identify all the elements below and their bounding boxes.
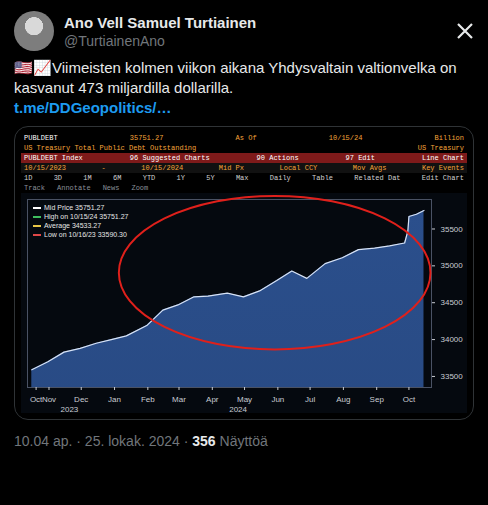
html-text:Billion: Billion xyxy=(434,134,464,142)
html-text:Ano Vell Samuel Turtiainen: Ano Vell Samuel Turtiainen xyxy=(64,13,257,31)
html-text:YTD: YTD xyxy=(142,174,156,182)
html-text:10/15/24: 10/15/24 xyxy=(328,134,363,142)
html-text:5Y: 5Y xyxy=(206,174,215,182)
html-text:🇺🇸📈Viimeisten kolmen viikon ai: 🇺🇸📈Viimeisten kolmen viikon aikana Yhdys… xyxy=(14,59,457,96)
html-text:Key Events: Key Events xyxy=(422,164,464,172)
svg-text:Nov: Nov xyxy=(42,395,56,404)
html-text:1M: 1M xyxy=(83,174,92,182)
html-text:1Y: 1Y xyxy=(176,174,185,182)
svg-text:Oct: Oct xyxy=(29,395,43,405)
svg-text:34000: 34000 xyxy=(441,335,464,344)
html-text:US Treasury Total Public Debt: US Treasury Total Public Debt Outstandin… xyxy=(24,144,197,152)
svg-text:Jun: Jun xyxy=(271,395,284,404)
svg-text:Jan: Jan xyxy=(108,395,121,404)
html-text:As Of: As Of xyxy=(235,134,257,142)
svg-text:Aug: Aug xyxy=(336,395,350,404)
html-text:Line Chart: Line Chart xyxy=(421,154,464,162)
svg-text:Feb: Feb xyxy=(141,395,155,404)
html-text:Table: Table xyxy=(312,174,334,182)
svg-text:Mar: Mar xyxy=(172,395,186,404)
html-text:t.me/DDGeopolitics/…: t.me/DDGeopolitics/… xyxy=(14,99,172,116)
html-text:10.04 ap. · 25. lokak. 2024 ·: 10.04 ap. · 25. lokak. 2024 · 356 Näyttö… xyxy=(14,433,268,449)
html-text:96 Suggested Charts: 96 Suggested Charts xyxy=(129,154,210,162)
html-text:PUBLDEBT Index: PUBLDEBT Index xyxy=(24,154,83,162)
svg-text:2023: 2023 xyxy=(61,405,79,413)
svg-text:Oct: Oct xyxy=(403,395,416,404)
html-text:Low on 10/16/23 33590.30: Low on 10/16/23 33590.30 xyxy=(44,231,127,238)
html-text:Mov Avgs: Mov Avgs xyxy=(352,164,387,172)
html-text:@TurtiainenAno: @TurtiainenAno xyxy=(64,32,165,49)
svg-text:Dec: Dec xyxy=(74,395,88,404)
html-text:6M: 6M xyxy=(113,174,122,182)
svg-text:Apr: Apr xyxy=(206,395,219,404)
html-text:Mid Px: Mid Px xyxy=(218,164,244,172)
svg-text:33500: 33500 xyxy=(441,372,464,381)
svg-text:Jul: Jul xyxy=(305,395,315,404)
html-text:Mid Price 35751.27: Mid Price 35751.27 xyxy=(44,204,105,211)
html-text:1D: 1D xyxy=(24,174,33,182)
html-text:High on 10/15/24 35751.27: High on 10/15/24 35751.27 xyxy=(44,213,129,220)
html-text:97 Edit: 97 Edit xyxy=(345,154,375,162)
html-text:3D: 3D xyxy=(53,174,63,182)
html-text:Local CCY: Local CCY xyxy=(279,164,318,172)
html-text:10/15/2023: 10/15/2023 xyxy=(24,164,66,172)
svg-text:35000: 35000 xyxy=(441,261,464,270)
html-text:News: News xyxy=(102,184,120,192)
html-text:Annotate: Annotate xyxy=(57,184,91,192)
html-text:Track: Track xyxy=(24,184,45,192)
html-text:PUBLDEBT: PUBLDEBT xyxy=(24,134,58,142)
html-text:35751.27: 35751.27 xyxy=(129,134,164,142)
html-text:Max: Max xyxy=(235,174,249,182)
svg-text:35500: 35500 xyxy=(441,225,464,234)
svg-text:34500: 34500 xyxy=(441,298,464,307)
html-text:10/15/2024: 10/15/2024 xyxy=(141,164,184,172)
html-text:Edit Chart: Edit Chart xyxy=(421,174,464,182)
html-text:US Treasury: US Treasury xyxy=(417,144,464,152)
svg-text:May: May xyxy=(237,395,252,404)
html-text:Daily: Daily xyxy=(269,174,291,182)
svg-text:Sep: Sep xyxy=(370,395,385,404)
html-text:90 Actions: 90 Actions xyxy=(256,154,299,162)
svg-text:2024: 2024 xyxy=(229,405,247,413)
html-text:Average 34533.27: Average 34533.27 xyxy=(44,222,102,229)
html-text:Zoom: Zoom xyxy=(131,184,149,192)
html-text:Related Dat: Related Dat xyxy=(354,174,401,182)
